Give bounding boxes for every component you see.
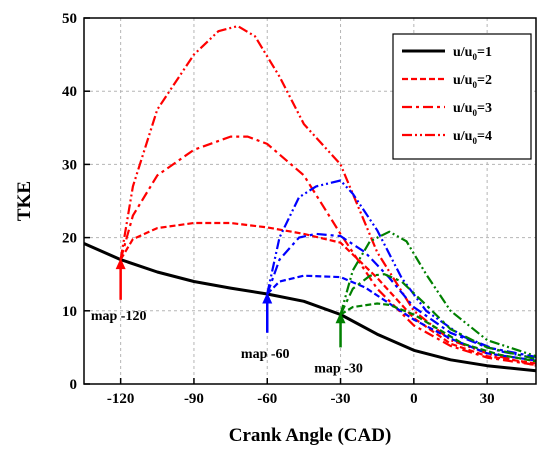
series-line-1: [119, 221, 537, 365]
y-tick-label-3: 30: [62, 157, 77, 173]
x-tick-label-1: -90: [184, 391, 204, 407]
x-tick-label-0: -120: [107, 391, 135, 407]
x-tick-label-3: -30: [331, 391, 351, 407]
legend-label-3: u/u0=4: [453, 129, 492, 146]
y-axis-title: TKE: [14, 181, 35, 221]
annotations: map -120 map -60 map -30: [91, 258, 363, 376]
arrow-head-2: [335, 312, 346, 324]
series-line-0: [83, 242, 537, 373]
series-line-8: [339, 273, 537, 361]
y-tick-label-4: 40: [62, 84, 77, 100]
legend-label-0: u/u0=1: [453, 45, 492, 62]
arrow-head-1: [262, 292, 273, 304]
series-lines: [83, 25, 537, 373]
series-line-5: [266, 232, 537, 358]
plot-frame: [83, 17, 537, 385]
annotation-label-2: map -30: [314, 361, 363, 376]
x-tick-label-2: -60: [257, 391, 277, 407]
y-tick-label-5: 50: [62, 11, 77, 27]
y-tick-label-1: 10: [62, 304, 77, 320]
series-line-3: [119, 25, 537, 367]
arrow-head-0: [115, 258, 126, 270]
legend: u/u0=1 u/u0=2 u/u0=3 u/u0=4: [392, 33, 532, 160]
x-tick-label-5: 30: [480, 391, 495, 407]
annotation-label-1: map -60: [241, 347, 290, 362]
legend-box: [392, 33, 532, 160]
x-axis-title: Crank Angle (CAD): [229, 425, 392, 446]
legend-label-1: u/u0=2: [453, 73, 492, 90]
y-tick-label-0: 0: [70, 377, 78, 393]
legend-label-2: u/u0=3: [453, 101, 492, 118]
series-line-9: [339, 230, 537, 358]
x-tick-label-4: 0: [410, 391, 418, 407]
annotation-label-0: map -120: [91, 309, 147, 324]
series-line-2: [119, 135, 537, 367]
series-line-4: [266, 274, 537, 362]
series-line-6: [266, 179, 537, 360]
y-tick-label-2: 20: [62, 231, 77, 247]
series-line-7: [339, 302, 537, 363]
axis-ticks: -120 -90 -60 -30 0 30 0 10 20 30 40 50: [62, 11, 495, 407]
